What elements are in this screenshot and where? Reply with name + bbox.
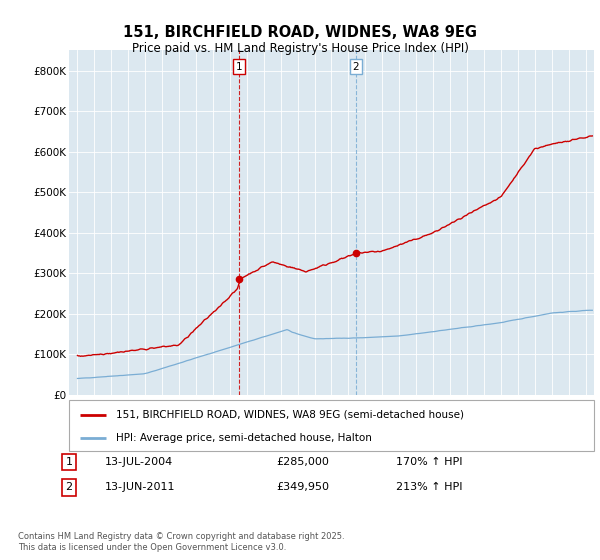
Text: 170% ↑ HPI: 170% ↑ HPI [396, 457, 463, 467]
Text: 151, BIRCHFIELD ROAD, WIDNES, WA8 9EG: 151, BIRCHFIELD ROAD, WIDNES, WA8 9EG [123, 25, 477, 40]
Text: £349,950: £349,950 [276, 482, 329, 492]
Text: 13-JUL-2004: 13-JUL-2004 [105, 457, 173, 467]
Text: 213% ↑ HPI: 213% ↑ HPI [396, 482, 463, 492]
Text: 151, BIRCHFIELD ROAD, WIDNES, WA8 9EG (semi-detached house): 151, BIRCHFIELD ROAD, WIDNES, WA8 9EG (s… [116, 409, 464, 419]
Text: Contains HM Land Registry data © Crown copyright and database right 2025.
This d: Contains HM Land Registry data © Crown c… [18, 532, 344, 552]
Text: Price paid vs. HM Land Registry's House Price Index (HPI): Price paid vs. HM Land Registry's House … [131, 42, 469, 55]
FancyBboxPatch shape [69, 400, 594, 451]
Text: 2: 2 [65, 482, 73, 492]
Text: HPI: Average price, semi-detached house, Halton: HPI: Average price, semi-detached house,… [116, 433, 372, 443]
Text: 1: 1 [236, 62, 242, 72]
Text: 2: 2 [353, 62, 359, 72]
Text: 13-JUN-2011: 13-JUN-2011 [105, 482, 176, 492]
Text: £285,000: £285,000 [276, 457, 329, 467]
Text: 1: 1 [65, 457, 73, 467]
